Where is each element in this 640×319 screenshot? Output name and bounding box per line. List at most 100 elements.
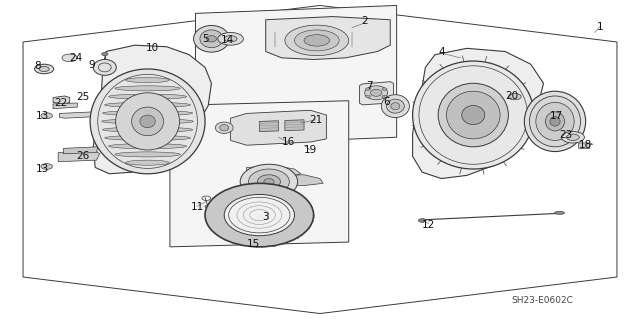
Ellipse shape: [524, 91, 586, 152]
Text: 21: 21: [309, 115, 322, 125]
Polygon shape: [285, 120, 304, 130]
Ellipse shape: [391, 103, 400, 110]
Ellipse shape: [447, 91, 500, 139]
Text: 12: 12: [422, 219, 435, 230]
Ellipse shape: [554, 211, 564, 214]
Text: 4: 4: [438, 47, 445, 56]
Text: SH23-E0602C: SH23-E0602C: [511, 296, 573, 305]
Text: 19: 19: [304, 145, 317, 155]
Ellipse shape: [125, 160, 170, 165]
Polygon shape: [230, 110, 326, 145]
Ellipse shape: [285, 25, 349, 56]
Ellipse shape: [115, 86, 180, 91]
Ellipse shape: [116, 93, 179, 150]
Ellipse shape: [132, 107, 164, 136]
Text: 10: 10: [146, 43, 159, 53]
Ellipse shape: [387, 99, 404, 113]
Text: 23: 23: [559, 130, 573, 140]
Ellipse shape: [35, 64, 54, 74]
Ellipse shape: [365, 95, 371, 98]
Ellipse shape: [41, 164, 52, 169]
Ellipse shape: [109, 94, 186, 99]
Ellipse shape: [62, 54, 77, 62]
Text: 14: 14: [221, 35, 234, 45]
Ellipse shape: [105, 102, 191, 108]
Ellipse shape: [206, 36, 216, 42]
Ellipse shape: [39, 66, 49, 71]
Ellipse shape: [413, 61, 534, 169]
Ellipse shape: [102, 52, 108, 56]
Ellipse shape: [550, 117, 560, 126]
Text: 15: 15: [246, 239, 260, 249]
Text: 8: 8: [35, 61, 41, 71]
Text: 6: 6: [383, 97, 390, 107]
Ellipse shape: [224, 195, 294, 236]
Ellipse shape: [438, 83, 508, 147]
Ellipse shape: [41, 113, 52, 119]
Ellipse shape: [508, 93, 521, 100]
Polygon shape: [58, 151, 100, 162]
Polygon shape: [259, 121, 278, 131]
Text: 2: 2: [362, 16, 368, 26]
Ellipse shape: [205, 183, 314, 247]
Text: 7: 7: [367, 81, 373, 92]
Ellipse shape: [294, 30, 339, 51]
Polygon shape: [60, 112, 95, 118]
Ellipse shape: [264, 179, 274, 185]
Ellipse shape: [382, 88, 387, 90]
Ellipse shape: [102, 111, 193, 116]
Ellipse shape: [561, 131, 584, 143]
Polygon shape: [53, 103, 77, 109]
Polygon shape: [579, 143, 593, 148]
Text: 24: 24: [68, 53, 82, 63]
Polygon shape: [53, 96, 70, 104]
Ellipse shape: [529, 96, 580, 147]
Polygon shape: [246, 166, 301, 179]
Text: 13: 13: [36, 111, 49, 121]
Ellipse shape: [240, 164, 298, 199]
Ellipse shape: [109, 144, 186, 149]
Ellipse shape: [382, 95, 387, 98]
Ellipse shape: [140, 115, 156, 128]
Polygon shape: [413, 48, 543, 179]
Polygon shape: [170, 101, 349, 247]
Text: 25: 25: [76, 92, 89, 102]
Ellipse shape: [102, 127, 193, 132]
Ellipse shape: [224, 36, 237, 42]
Ellipse shape: [536, 102, 574, 140]
Ellipse shape: [93, 59, 116, 75]
Ellipse shape: [462, 106, 484, 124]
Ellipse shape: [257, 175, 280, 189]
Polygon shape: [275, 175, 323, 187]
Text: 1: 1: [596, 22, 603, 32]
Ellipse shape: [304, 35, 330, 46]
Text: 18: 18: [579, 140, 591, 150]
Ellipse shape: [193, 26, 229, 52]
Ellipse shape: [200, 30, 223, 48]
Polygon shape: [266, 17, 390, 59]
Ellipse shape: [115, 152, 180, 157]
Text: 5: 5: [202, 34, 209, 44]
Text: 16: 16: [282, 137, 294, 147]
Text: 17: 17: [550, 111, 563, 121]
Text: 9: 9: [89, 60, 95, 70]
Polygon shape: [360, 82, 394, 105]
Text: 11: 11: [191, 202, 204, 212]
Ellipse shape: [419, 219, 426, 222]
Ellipse shape: [105, 135, 191, 140]
Ellipse shape: [125, 78, 170, 83]
Ellipse shape: [248, 169, 289, 195]
Ellipse shape: [218, 33, 243, 45]
Ellipse shape: [365, 88, 371, 90]
Polygon shape: [63, 147, 98, 154]
Ellipse shape: [220, 124, 228, 131]
Ellipse shape: [215, 122, 233, 133]
Polygon shape: [195, 5, 397, 145]
Text: 13: 13: [36, 164, 49, 174]
Ellipse shape: [566, 134, 579, 140]
Text: 3: 3: [262, 212, 269, 222]
Ellipse shape: [381, 95, 410, 118]
Text: 20: 20: [505, 91, 518, 101]
Ellipse shape: [102, 119, 193, 124]
Ellipse shape: [90, 69, 205, 174]
